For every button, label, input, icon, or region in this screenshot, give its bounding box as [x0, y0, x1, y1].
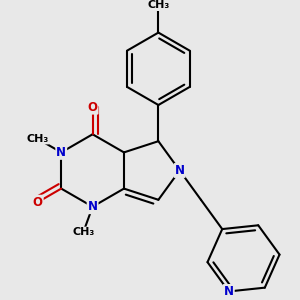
Text: N: N [88, 200, 98, 213]
Text: N: N [224, 285, 234, 298]
Text: O: O [33, 196, 43, 209]
Text: CH₃: CH₃ [27, 134, 49, 144]
Text: CH₃: CH₃ [72, 227, 94, 237]
Text: CH₃: CH₃ [147, 0, 170, 11]
Text: O: O [88, 100, 98, 114]
Text: N: N [56, 146, 66, 159]
Text: N: N [175, 164, 185, 177]
